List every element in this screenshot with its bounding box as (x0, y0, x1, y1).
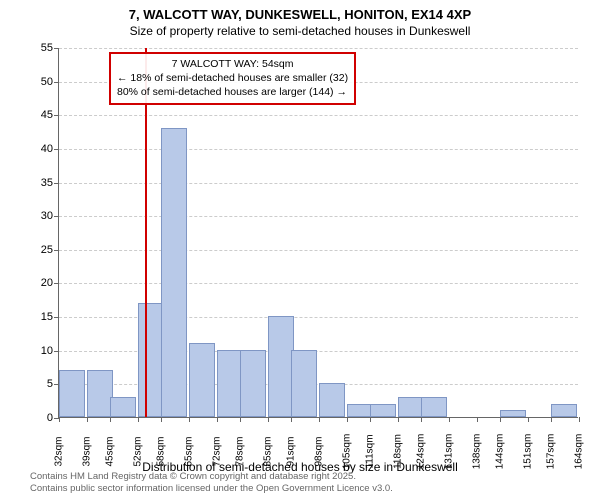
x-tick (291, 417, 292, 422)
y-tick-label: 25 (29, 244, 53, 256)
x-tick (110, 417, 111, 422)
histogram-bar (500, 410, 526, 417)
grid-line (59, 183, 578, 184)
footer-credits: Contains HM Land Registry data © Crown c… (30, 471, 393, 495)
histogram-bar (87, 370, 113, 417)
y-tick-label: 0 (29, 412, 53, 424)
x-tick (59, 417, 60, 422)
y-tick-label: 45 (29, 109, 53, 121)
histogram-bar (319, 383, 345, 417)
x-tick (370, 417, 371, 422)
annotation-line2: ← 18% of semi-detached houses are smalle… (117, 71, 348, 85)
x-tick (161, 417, 162, 422)
chart-title-sub: Size of property relative to semi-detach… (0, 24, 600, 38)
y-tick-label: 40 (29, 143, 53, 155)
x-tick (398, 417, 399, 422)
y-tick-label: 15 (29, 311, 53, 323)
x-tick (500, 417, 501, 422)
x-tick (449, 417, 450, 422)
x-tick (421, 417, 422, 422)
footer-line1: Contains HM Land Registry data © Crown c… (30, 471, 393, 483)
x-tick (319, 417, 320, 422)
x-tick (217, 417, 218, 422)
histogram-bar (291, 350, 317, 417)
grid-line (59, 48, 578, 49)
histogram-bar (268, 316, 294, 417)
grid-line (59, 149, 578, 150)
grid-line (59, 115, 578, 116)
x-tick (189, 417, 190, 422)
annotation-line3: 80% of semi-detached houses are larger (… (117, 85, 348, 99)
y-tick-label: 5 (29, 378, 53, 390)
y-tick-label: 20 (29, 277, 53, 289)
plot-area: 051015202530354045505532sqm39sqm45sqm52s… (58, 48, 578, 418)
histogram-bar (240, 350, 266, 417)
histogram-bar (421, 397, 447, 417)
histogram-bar (370, 404, 396, 417)
histogram-bar (59, 370, 85, 417)
annotation-line1: 7 WALCOTT WAY: 54sqm (117, 57, 348, 71)
histogram-bar (110, 397, 136, 417)
x-tick (579, 417, 580, 422)
histogram-bar (551, 404, 577, 417)
footer-line2: Contains public sector information licen… (30, 483, 393, 495)
y-tick-label: 35 (29, 177, 53, 189)
y-tick-label: 55 (29, 42, 53, 54)
x-tick (87, 417, 88, 422)
x-tick (528, 417, 529, 422)
y-tick-label: 10 (29, 345, 53, 357)
grid-line (59, 216, 578, 217)
x-tick (347, 417, 348, 422)
histogram-bar (189, 343, 215, 417)
y-tick-label: 30 (29, 210, 53, 222)
annotation-box: 7 WALCOTT WAY: 54sqm ← 18% of semi-detac… (109, 52, 356, 105)
histogram-bar (217, 350, 243, 417)
x-tick (477, 417, 478, 422)
chart-container: 7, WALCOTT WAY, DUNKESWELL, HONITON, EX1… (0, 0, 600, 500)
x-tick (268, 417, 269, 422)
histogram-bar (347, 404, 373, 417)
x-tick (138, 417, 139, 422)
histogram-bar (161, 128, 187, 417)
chart-title-main: 7, WALCOTT WAY, DUNKESWELL, HONITON, EX1… (0, 7, 600, 22)
y-tick-label: 50 (29, 76, 53, 88)
grid-line (59, 283, 578, 284)
histogram-bar (398, 397, 424, 417)
histogram-bar (138, 303, 164, 417)
grid-line (59, 250, 578, 251)
x-tick (551, 417, 552, 422)
x-tick (240, 417, 241, 422)
